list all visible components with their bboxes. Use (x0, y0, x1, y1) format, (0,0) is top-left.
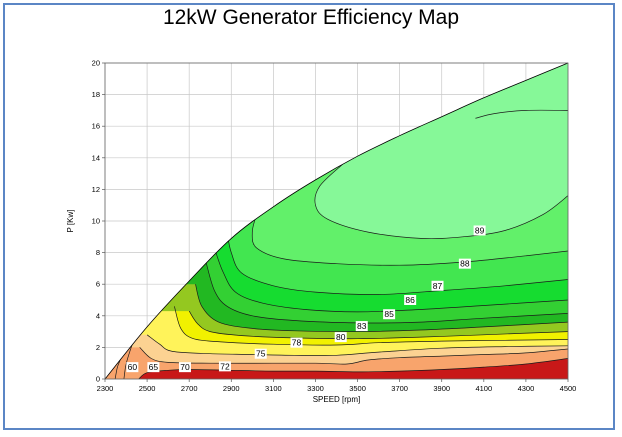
contour-label-text: 87 (433, 281, 443, 291)
contour-line-87 (226, 232, 568, 295)
contour-label-text: 75 (256, 349, 266, 359)
contour-line-89 (314, 163, 568, 240)
contour-label-text: 83 (357, 321, 367, 331)
contour-label-text: 65 (149, 362, 159, 372)
y-tick-label: 2 (96, 343, 100, 352)
contour-label-65: 65 (147, 362, 160, 373)
contour-label-text: 85 (384, 309, 394, 319)
contour-label-75: 75 (254, 348, 267, 359)
contour-label-text: 78 (292, 338, 302, 348)
y-tick-label: 0 (96, 375, 100, 384)
contour-line-75 (146, 334, 568, 356)
contour-label-text: 70 (180, 362, 190, 372)
y-axis-label: P [Kw] (66, 210, 75, 233)
max-power-boundary (104, 62, 569, 380)
contour-label-background (334, 332, 347, 343)
contour-label-background (218, 361, 231, 372)
y-tick-label: 10 (92, 217, 100, 226)
y-tick-label: 14 (92, 153, 100, 162)
contour-label-background (126, 362, 139, 373)
contour-line-72 (139, 347, 568, 365)
y-tick-label: 16 (92, 122, 100, 131)
contour-label-89: 89 (473, 225, 486, 236)
contour-label-80: 80 (334, 332, 347, 343)
contour-line-89 (475, 109, 568, 119)
contour-label-background (404, 295, 417, 305)
contour-label-85: 85 (383, 309, 396, 320)
x-tick-label: 3900 (433, 384, 450, 393)
y-tick-label: 20 (92, 59, 100, 68)
contour-label-background (355, 321, 368, 332)
contour-label-background (147, 362, 160, 373)
contour-label-text: 89 (475, 225, 485, 235)
contour-label-72: 72 (218, 361, 231, 372)
contour-label-background (431, 280, 444, 291)
y-tick-label: 6 (96, 280, 100, 289)
contour-label-83: 83 (355, 321, 368, 332)
contour-line-78 (174, 306, 568, 346)
contour-line-85 (205, 262, 568, 324)
y-tick-label: 12 (92, 185, 100, 194)
contour-label-86: 86 (404, 295, 417, 305)
contour-label-87: 87 (431, 280, 444, 291)
contour-label-text: 86 (405, 295, 415, 305)
x-tick-label: 2300 (97, 384, 114, 393)
contour-labels: 60 65 70 72 75 78 80 83 85 86 87 88 89 (126, 225, 486, 373)
x-axis-label: SPEED [rpm] (313, 395, 361, 404)
contour-label-78: 78 (290, 337, 303, 348)
x-tick-label: 2500 (139, 384, 156, 393)
x-tick-label: 2900 (223, 384, 240, 393)
contour-label-88: 88 (458, 258, 471, 269)
contour-label-70: 70 (178, 362, 191, 373)
x-tick-label: 3500 (349, 384, 366, 393)
contour-label-background (383, 309, 396, 320)
chart-title: 12kW Generator Efficiency Map (162, 6, 460, 29)
contour-label-background (178, 362, 191, 373)
x-tick-label: 4300 (518, 384, 535, 393)
contour-label-text: 80 (336, 332, 346, 342)
axis-ticks: 2300 2500 2700 2900 3100 3300 3500 3700 3900 4100… (92, 59, 577, 394)
x-tick-label: 3300 (307, 384, 324, 393)
x-tick-label: 4500 (560, 384, 577, 393)
contour-label-text: 60 (128, 362, 138, 372)
y-tick-label: 4 (96, 311, 100, 320)
contour-label-background (458, 258, 471, 269)
x-tick-label: 3100 (265, 384, 282, 393)
efficiency-region-89 (105, 63, 568, 239)
contour-label-background (254, 348, 267, 359)
contour-line-70 (138, 358, 568, 379)
contour-label-background (473, 225, 486, 236)
contour-label-60: 60 (126, 362, 139, 373)
x-tick-label: 4100 (475, 384, 492, 393)
contour-line-88 (251, 214, 568, 266)
contour-label-background (290, 337, 303, 348)
x-tick-label: 2700 (181, 384, 198, 393)
y-tick-label: 8 (96, 248, 100, 257)
contour-label-text: 72 (220, 361, 230, 371)
contour-lines (114, 109, 568, 379)
contour-line-83 (195, 284, 568, 332)
contour-label-text: 88 (460, 259, 470, 269)
x-tick-label: 3700 (391, 384, 408, 393)
y-tick-label: 18 (92, 90, 100, 99)
contour-line-86 (214, 247, 568, 313)
efficiency-region-89 (105, 63, 568, 119)
